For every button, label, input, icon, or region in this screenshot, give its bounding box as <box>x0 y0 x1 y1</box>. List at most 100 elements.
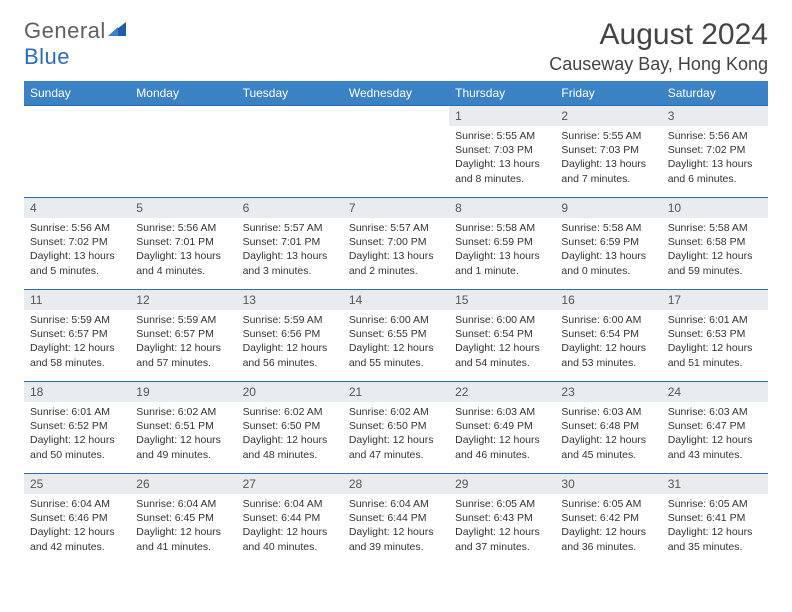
day-details: Sunrise: 5:56 AMSunset: 7:02 PMDaylight:… <box>24 218 130 282</box>
day-cell <box>130 106 236 198</box>
day-number: 29 <box>449 474 555 494</box>
day-cell: 16Sunrise: 6:00 AMSunset: 6:54 PMDayligh… <box>555 290 661 382</box>
day-cell: 22Sunrise: 6:03 AMSunset: 6:49 PMDayligh… <box>449 382 555 474</box>
day-number: 25 <box>24 474 130 494</box>
day-details: Sunrise: 5:55 AMSunset: 7:03 PMDaylight:… <box>555 126 661 190</box>
day-number: 18 <box>24 382 130 402</box>
day-cell: 30Sunrise: 6:05 AMSunset: 6:42 PMDayligh… <box>555 474 661 566</box>
day-details: Sunrise: 5:58 AMSunset: 6:59 PMDaylight:… <box>449 218 555 282</box>
day-cell: 6Sunrise: 5:57 AMSunset: 7:01 PMDaylight… <box>237 198 343 290</box>
day-details: Sunrise: 6:04 AMSunset: 6:46 PMDaylight:… <box>24 494 130 558</box>
day-details: Sunrise: 6:01 AMSunset: 6:53 PMDaylight:… <box>662 310 768 374</box>
week-row: 1Sunrise: 5:55 AMSunset: 7:03 PMDaylight… <box>24 106 768 198</box>
day-cell: 23Sunrise: 6:03 AMSunset: 6:48 PMDayligh… <box>555 382 661 474</box>
day-cell <box>24 106 130 198</box>
day-cell: 17Sunrise: 6:01 AMSunset: 6:53 PMDayligh… <box>662 290 768 382</box>
day-details: Sunrise: 6:03 AMSunset: 6:47 PMDaylight:… <box>662 402 768 466</box>
day-details: Sunrise: 5:55 AMSunset: 7:03 PMDaylight:… <box>449 126 555 190</box>
weekday-header: SundayMondayTuesdayWednesdayThursdayFrid… <box>24 81 768 106</box>
day-details: Sunrise: 6:04 AMSunset: 6:45 PMDaylight:… <box>130 494 236 558</box>
day-cell: 18Sunrise: 6:01 AMSunset: 6:52 PMDayligh… <box>24 382 130 474</box>
weekday-saturday: Saturday <box>662 81 768 106</box>
week-row: 4Sunrise: 5:56 AMSunset: 7:02 PMDaylight… <box>24 198 768 290</box>
brand-logo: General Blue <box>24 18 128 70</box>
header-right: August 2024 Causeway Bay, Hong Kong <box>549 18 768 81</box>
day-details: Sunrise: 6:02 AMSunset: 6:50 PMDaylight:… <box>343 402 449 466</box>
brand-text: General Blue <box>24 18 128 70</box>
day-number: 27 <box>237 474 343 494</box>
day-details: Sunrise: 6:00 AMSunset: 6:54 PMDaylight:… <box>449 310 555 374</box>
day-number: 5 <box>130 198 236 218</box>
day-details: Sunrise: 5:58 AMSunset: 6:58 PMDaylight:… <box>662 218 768 282</box>
day-cell: 5Sunrise: 5:56 AMSunset: 7:01 PMDaylight… <box>130 198 236 290</box>
day-number: 14 <box>343 290 449 310</box>
day-number: 2 <box>555 106 661 126</box>
day-number: 1 <box>449 106 555 126</box>
day-details: Sunrise: 5:59 AMSunset: 6:56 PMDaylight:… <box>237 310 343 374</box>
day-details: Sunrise: 6:02 AMSunset: 6:51 PMDaylight:… <box>130 402 236 466</box>
header-row: General Blue August 2024 Causeway Bay, H… <box>24 18 768 81</box>
day-number: 12 <box>130 290 236 310</box>
day-details: Sunrise: 6:05 AMSunset: 6:41 PMDaylight:… <box>662 494 768 558</box>
day-cell: 20Sunrise: 6:02 AMSunset: 6:50 PMDayligh… <box>237 382 343 474</box>
day-details: Sunrise: 6:05 AMSunset: 6:43 PMDaylight:… <box>449 494 555 558</box>
day-cell: 25Sunrise: 6:04 AMSunset: 6:46 PMDayligh… <box>24 474 130 566</box>
day-number: 16 <box>555 290 661 310</box>
location-text: Causeway Bay, Hong Kong <box>549 54 768 75</box>
day-cell: 2Sunrise: 5:55 AMSunset: 7:03 PMDaylight… <box>555 106 661 198</box>
day-cell: 9Sunrise: 5:58 AMSunset: 6:59 PMDaylight… <box>555 198 661 290</box>
day-cell: 24Sunrise: 6:03 AMSunset: 6:47 PMDayligh… <box>662 382 768 474</box>
week-row: 11Sunrise: 5:59 AMSunset: 6:57 PMDayligh… <box>24 290 768 382</box>
day-cell: 26Sunrise: 6:04 AMSunset: 6:45 PMDayligh… <box>130 474 236 566</box>
day-details: Sunrise: 6:01 AMSunset: 6:52 PMDaylight:… <box>24 402 130 466</box>
day-details: Sunrise: 6:02 AMSunset: 6:50 PMDaylight:… <box>237 402 343 466</box>
day-number: 17 <box>662 290 768 310</box>
day-number: 24 <box>662 382 768 402</box>
day-number: 3 <box>662 106 768 126</box>
day-details: Sunrise: 5:57 AMSunset: 7:00 PMDaylight:… <box>343 218 449 282</box>
day-number: 23 <box>555 382 661 402</box>
day-details: Sunrise: 5:57 AMSunset: 7:01 PMDaylight:… <box>237 218 343 282</box>
day-cell <box>237 106 343 198</box>
day-number: 11 <box>24 290 130 310</box>
day-details: Sunrise: 5:59 AMSunset: 6:57 PMDaylight:… <box>24 310 130 374</box>
day-details: Sunrise: 5:56 AMSunset: 7:01 PMDaylight:… <box>130 218 236 282</box>
day-number: 9 <box>555 198 661 218</box>
day-cell: 15Sunrise: 6:00 AMSunset: 6:54 PMDayligh… <box>449 290 555 382</box>
day-cell: 14Sunrise: 6:00 AMSunset: 6:55 PMDayligh… <box>343 290 449 382</box>
day-details: Sunrise: 6:04 AMSunset: 6:44 PMDaylight:… <box>237 494 343 558</box>
day-cell: 21Sunrise: 6:02 AMSunset: 6:50 PMDayligh… <box>343 382 449 474</box>
day-number: 28 <box>343 474 449 494</box>
day-number: 30 <box>555 474 661 494</box>
day-number: 7 <box>343 198 449 218</box>
day-cell: 8Sunrise: 5:58 AMSunset: 6:59 PMDaylight… <box>449 198 555 290</box>
day-number: 31 <box>662 474 768 494</box>
weekday-sunday: Sunday <box>24 81 130 106</box>
day-number: 21 <box>343 382 449 402</box>
day-details: Sunrise: 6:04 AMSunset: 6:44 PMDaylight:… <box>343 494 449 558</box>
day-cell: 29Sunrise: 6:05 AMSunset: 6:43 PMDayligh… <box>449 474 555 566</box>
day-cell: 31Sunrise: 6:05 AMSunset: 6:41 PMDayligh… <box>662 474 768 566</box>
day-cell: 28Sunrise: 6:04 AMSunset: 6:44 PMDayligh… <box>343 474 449 566</box>
weekday-friday: Friday <box>555 81 661 106</box>
day-number: 10 <box>662 198 768 218</box>
day-cell: 12Sunrise: 5:59 AMSunset: 6:57 PMDayligh… <box>130 290 236 382</box>
day-cell: 7Sunrise: 5:57 AMSunset: 7:00 PMDaylight… <box>343 198 449 290</box>
day-cell: 3Sunrise: 5:56 AMSunset: 7:02 PMDaylight… <box>662 106 768 198</box>
day-details: Sunrise: 5:58 AMSunset: 6:59 PMDaylight:… <box>555 218 661 282</box>
calendar-body: 1Sunrise: 5:55 AMSunset: 7:03 PMDaylight… <box>24 106 768 566</box>
day-cell: 4Sunrise: 5:56 AMSunset: 7:02 PMDaylight… <box>24 198 130 290</box>
week-row: 25Sunrise: 6:04 AMSunset: 6:46 PMDayligh… <box>24 474 768 566</box>
day-cell: 13Sunrise: 5:59 AMSunset: 6:56 PMDayligh… <box>237 290 343 382</box>
day-details: Sunrise: 6:05 AMSunset: 6:42 PMDaylight:… <box>555 494 661 558</box>
day-number: 13 <box>237 290 343 310</box>
day-details: Sunrise: 6:03 AMSunset: 6:49 PMDaylight:… <box>449 402 555 466</box>
day-number: 15 <box>449 290 555 310</box>
day-cell: 1Sunrise: 5:55 AMSunset: 7:03 PMDaylight… <box>449 106 555 198</box>
brand-part2: Blue <box>24 44 70 69</box>
weekday-wednesday: Wednesday <box>343 81 449 106</box>
weekday-monday: Monday <box>130 81 236 106</box>
month-title: August 2024 <box>549 18 768 52</box>
weekday-thursday: Thursday <box>449 81 555 106</box>
day-cell: 10Sunrise: 5:58 AMSunset: 6:58 PMDayligh… <box>662 198 768 290</box>
